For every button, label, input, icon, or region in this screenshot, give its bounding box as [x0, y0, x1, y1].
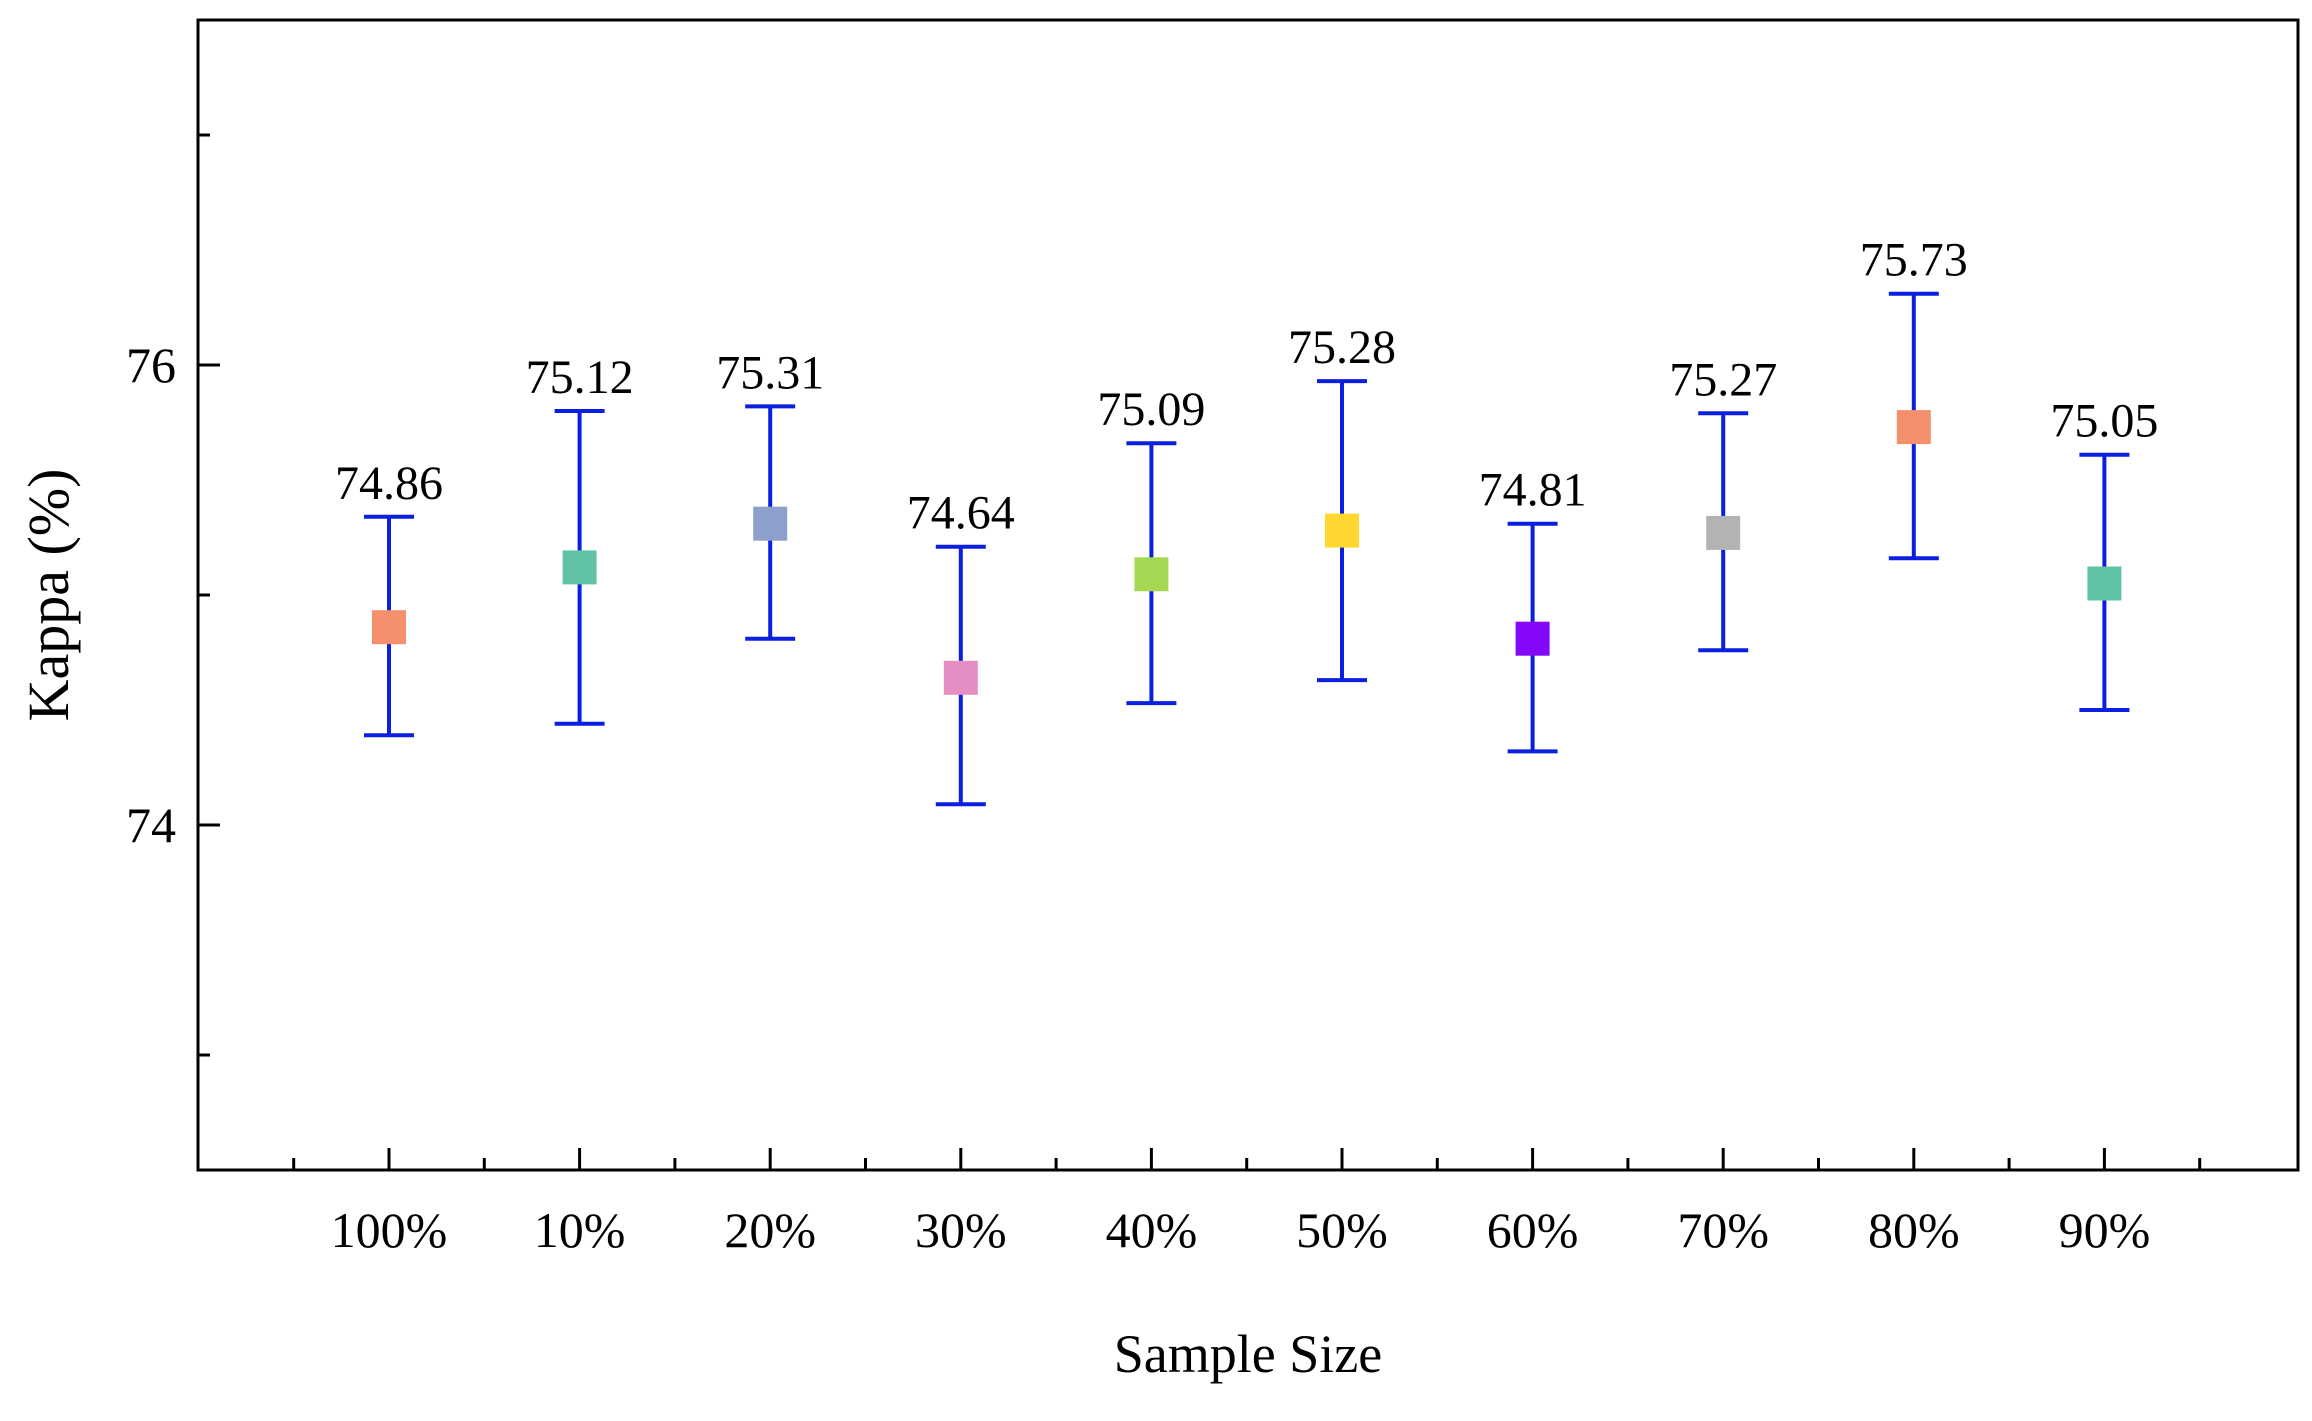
data-label: 74.64	[907, 487, 1015, 540]
data-label: 74.86	[335, 457, 443, 510]
data-point	[562, 550, 597, 585]
data-label: 75.27	[1669, 353, 1777, 406]
x-tick-label: 30%	[915, 1202, 1007, 1258]
data-label: 75.05	[2050, 395, 2158, 448]
data-point	[372, 610, 406, 645]
data-label: 75.73	[1860, 234, 1968, 287]
data-point	[2087, 566, 2122, 601]
x-tick-label: 40%	[1106, 1202, 1198, 1258]
x-tick-label: 90%	[2059, 1202, 2151, 1258]
data-label: 74.81	[1479, 464, 1587, 517]
x-tick-label: 50%	[1296, 1202, 1388, 1258]
data-point	[1706, 515, 1741, 550]
x-tick-label: 60%	[1487, 1202, 1579, 1258]
x-axis-title: Sample Size	[1114, 1324, 1382, 1384]
data-point	[1134, 557, 1169, 592]
y-tick-label: 74	[126, 797, 176, 853]
x-tick-label: 10%	[534, 1202, 626, 1258]
x-tick-label: 20%	[724, 1202, 816, 1258]
y-axis-title: Kappa (%)	[16, 469, 81, 722]
data-label: 75.31	[716, 346, 824, 399]
data-point	[1896, 410, 1931, 445]
plot-frame	[196, 18, 2300, 1172]
data-label: 75.12	[526, 351, 634, 404]
data-label: 75.28	[1288, 321, 1396, 374]
x-tick-label: 100%	[331, 1202, 448, 1258]
data-point	[1325, 513, 1359, 548]
data-point	[753, 506, 788, 541]
data-point	[1515, 621, 1550, 656]
x-tick-label: 70%	[1677, 1202, 1769, 1258]
data-label: 75.09	[1097, 383, 1205, 436]
x-tick-label: 80%	[1868, 1202, 1960, 1258]
data-point	[943, 660, 978, 695]
y-tick-label: 76	[126, 337, 176, 393]
